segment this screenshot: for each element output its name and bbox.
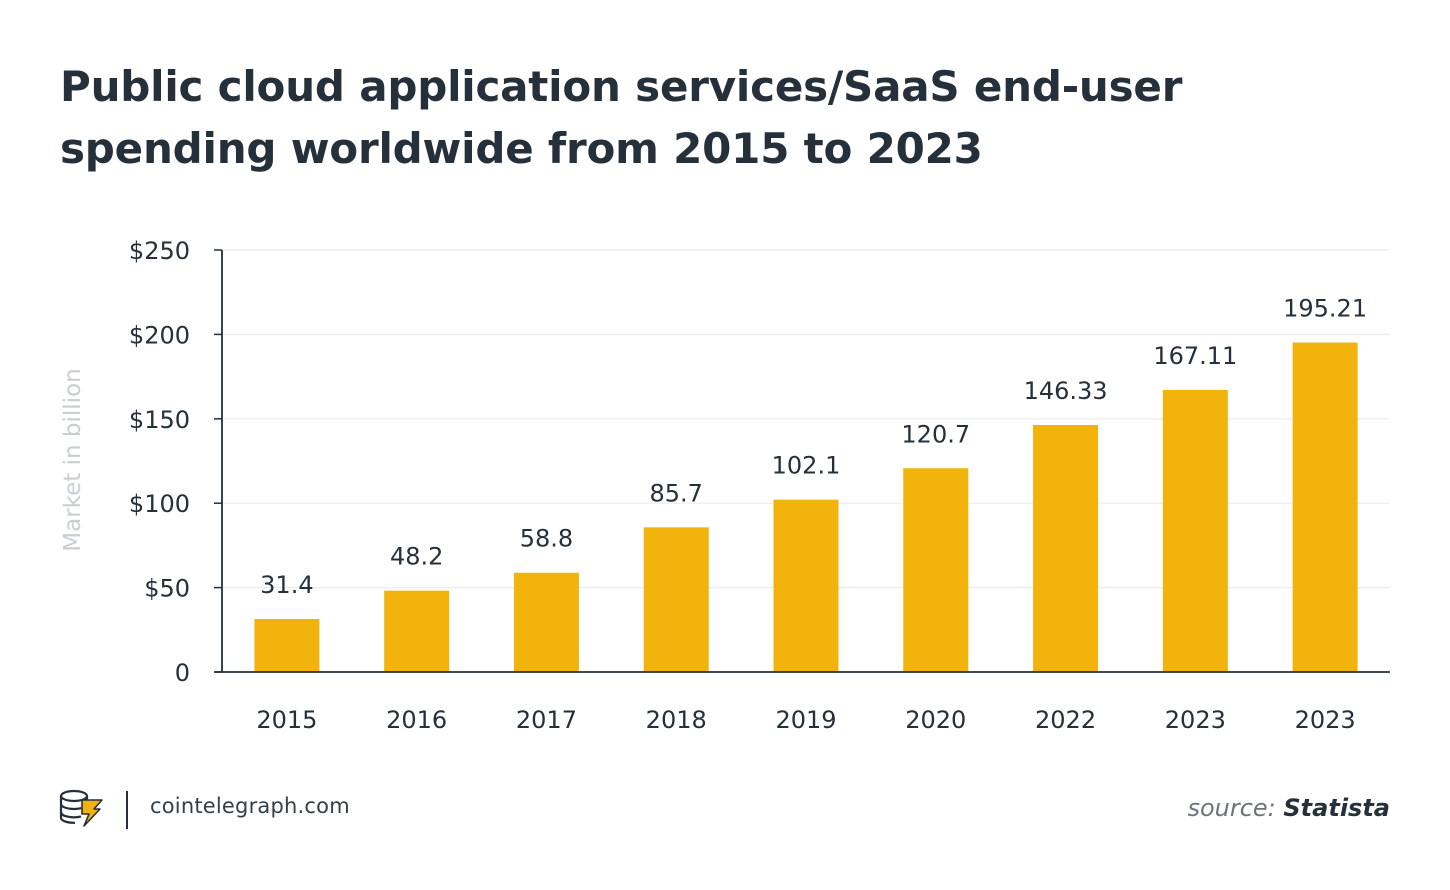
chart-title: Public cloud application services/SaaS e…	[60, 62, 1183, 173]
y-tick-label: $150	[129, 406, 190, 434]
x-tick-label: 2017	[516, 706, 577, 734]
bar-2016-1	[384, 590, 450, 672]
x-tick-label: 2019	[775, 706, 836, 734]
y-axis-title-group: Market in billion	[60, 368, 86, 551]
y-tick-label: $50	[144, 575, 190, 603]
bar-value-label: 146.33	[1024, 377, 1108, 405]
x-tick-label: 2020	[905, 706, 966, 734]
bar-value-label: 31.4	[260, 571, 313, 599]
x-tick-label: 2016	[386, 706, 447, 734]
bar-value-label: 48.2	[390, 543, 443, 571]
bar-2019-4	[773, 499, 839, 672]
x-tick-label: 2023	[1165, 706, 1226, 734]
x-tick-label: 2022	[1035, 706, 1096, 734]
bar-value-label: 58.8	[520, 525, 573, 553]
footer-source: source: Statista	[1187, 794, 1390, 822]
bar-value-label: 120.7	[901, 420, 970, 448]
bar-value-label: 85.7	[650, 479, 703, 507]
source-name: Statista	[1283, 794, 1390, 822]
axes	[214, 250, 1390, 673]
y-axis-title: Market in billion	[60, 368, 86, 551]
x-tick-labels: 2015 2016 2017 2018 2019 2020 2022 2023 2023	[256, 706, 1355, 734]
bar-2018-3	[643, 527, 709, 672]
bar-value-label: 102.1	[772, 452, 841, 480]
y-tick-label: 0	[175, 659, 190, 687]
bar-2022-6	[1033, 424, 1099, 672]
bar-2017-2	[513, 572, 579, 672]
bar-value-labels: 31.4 48.2 58.8 85.7 102.1 120.7 146.33 167.11 19…	[260, 294, 1367, 599]
footer-divider	[126, 791, 128, 829]
bar-value-label: 167.11	[1153, 342, 1237, 370]
x-tick-label: 2023	[1295, 706, 1356, 734]
bar-2015-0	[254, 618, 320, 672]
y-tick-label: $100	[129, 490, 190, 518]
source-prefix: source:	[1187, 794, 1276, 822]
y-tick-label: $200	[129, 321, 190, 349]
cointelegraph-logo-icon	[59, 789, 103, 827]
bar-value-label: 195.21	[1283, 294, 1367, 322]
footer-site-url: cointelegraph.com	[150, 794, 350, 818]
y-tick-labels: 0 $50 $100 $150 $200 $250	[129, 237, 190, 687]
bar-2020-5	[903, 468, 969, 672]
bars	[254, 342, 1358, 672]
x-tick-label: 2018	[646, 706, 707, 734]
x-tick-label: 2015	[256, 706, 317, 734]
bar-2023-7	[1162, 389, 1228, 672]
y-tick-label: $250	[129, 237, 190, 265]
bar-2023-8	[1292, 342, 1358, 672]
